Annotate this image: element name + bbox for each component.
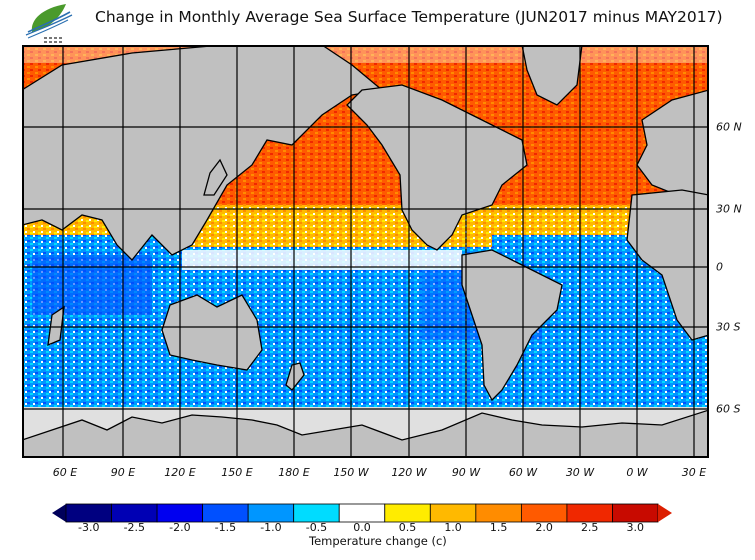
colorbar-over-arrow xyxy=(658,504,672,522)
lon-label: 150 E xyxy=(221,466,253,479)
colorbar-segment xyxy=(247,503,295,523)
graticule xyxy=(22,45,709,458)
colorbar-segment xyxy=(293,503,340,523)
colorbar-segment xyxy=(520,503,568,523)
lon-label: 60 E xyxy=(52,466,78,479)
colorbar-segment xyxy=(338,503,386,523)
colorbar-segment xyxy=(111,503,158,523)
colorbar-tick-label: -0.5 xyxy=(305,521,328,534)
lon-label: 120 E xyxy=(164,466,196,479)
colorbar-segment xyxy=(384,503,431,523)
lat-label: 30 N xyxy=(716,202,742,216)
lon-label: 150 W xyxy=(333,466,369,479)
chart-title: Change in Monthly Average Sea Surface Te… xyxy=(95,8,723,26)
lon-label: 90 E xyxy=(110,466,136,479)
land-north-america xyxy=(346,84,528,251)
land-africa xyxy=(626,189,709,341)
land-greenland xyxy=(521,45,583,106)
colorbar-label: Temperature change (c) xyxy=(309,534,447,548)
lat-label: 60 S xyxy=(716,402,741,416)
colorbar-segment xyxy=(156,503,204,523)
colorbar-tick-label: 0.5 xyxy=(398,521,417,534)
colorbar-tick-label: -2.0 xyxy=(169,521,191,534)
colorbar-tick-label: -1.5 xyxy=(214,521,237,534)
colorbar-tick-label: 0.0 xyxy=(353,521,371,534)
lat-label: 0 xyxy=(716,260,723,274)
sst-change-map xyxy=(22,45,709,458)
colorbar-tick-label: 1.0 xyxy=(444,521,462,534)
land-asia xyxy=(22,45,384,261)
lon-label: 60 W xyxy=(508,466,538,479)
colorbar-under-arrow xyxy=(52,504,66,522)
lon-label: 0 W xyxy=(626,466,648,479)
lon-label: 90 W xyxy=(451,466,481,479)
lat-label: 60 N xyxy=(716,120,742,134)
colorbar xyxy=(52,503,672,523)
lon-label: 30 W xyxy=(565,466,595,479)
lon-label: 180 E xyxy=(278,466,310,479)
colorbar-tick-label: 3.0 xyxy=(626,521,644,534)
lon-label: 120 W xyxy=(391,466,427,479)
land-south-america xyxy=(461,249,563,402)
colorbar-tick-label: 2.5 xyxy=(580,521,599,534)
lat-label: 30 S xyxy=(716,320,741,334)
colorbar-segment xyxy=(566,503,613,523)
colorbar-segment xyxy=(429,503,477,523)
colorbar-tick-label: -1.0 xyxy=(260,521,282,534)
colorbar-segment xyxy=(612,503,659,523)
hko-logo-icon xyxy=(25,4,73,43)
colorbar-tick-label: -3.0 xyxy=(78,521,100,534)
lon-label: 30 E xyxy=(681,466,707,479)
land-antarctica xyxy=(22,409,709,458)
colorbar-tick-label: 2.0 xyxy=(535,521,553,534)
colorbar-tick-label: 1.5 xyxy=(489,521,508,534)
colorbar-segment xyxy=(65,503,112,523)
colorbar-segment xyxy=(475,503,522,523)
colorbar-segment xyxy=(202,503,249,523)
colorbar-tick-label: -2.5 xyxy=(123,521,146,534)
